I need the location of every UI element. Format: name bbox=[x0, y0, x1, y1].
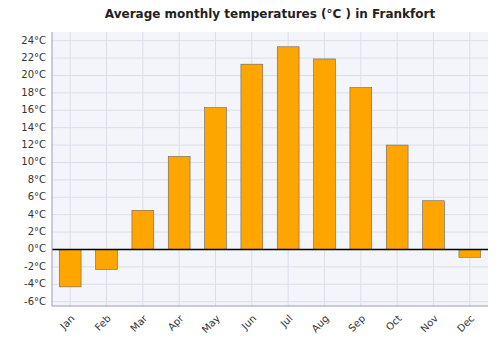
grid-line-x bbox=[469, 32, 470, 306]
bar bbox=[132, 210, 154, 249]
y-tick-label: 18°C bbox=[21, 87, 46, 98]
grid-line-y bbox=[52, 110, 488, 111]
x-tick-label: Apr bbox=[166, 312, 187, 333]
x-tick-label: Mar bbox=[128, 312, 150, 334]
grid-line-y bbox=[52, 127, 488, 128]
x-tick-label: Feb bbox=[93, 313, 113, 333]
y-tick-label: 6°C bbox=[28, 191, 46, 202]
chart-svg: -6°C -4°C -2°C 0°C 2°C 4°C 6°C 8°C 10°C 12°C 14°C 1… bbox=[0, 0, 500, 350]
grid-line-y bbox=[52, 249, 488, 250]
bar bbox=[205, 108, 227, 250]
x-tick-label: May bbox=[200, 313, 222, 335]
grid-line-y bbox=[52, 75, 488, 76]
y-tick-label: 22°C bbox=[21, 52, 46, 63]
bar bbox=[168, 156, 190, 249]
grid-line-y bbox=[52, 197, 488, 198]
y-tick-label: 24°C bbox=[21, 35, 46, 46]
y-tick-label: 0°C bbox=[28, 243, 46, 254]
bar bbox=[241, 64, 263, 249]
x-tick-label: Jan bbox=[57, 313, 76, 332]
zero-line bbox=[52, 249, 488, 251]
grid-line-y bbox=[52, 92, 488, 93]
x-tick-label: Jun bbox=[239, 313, 259, 333]
x-axis-line bbox=[52, 306, 488, 307]
y-tick-label: 10°C bbox=[21, 156, 46, 167]
y-tick-label: -2°C bbox=[24, 261, 46, 272]
chart-container: -6°C -4°C -2°C 0°C 2°C 4°C 6°C 8°C 10°C 12°C 14°C 1… bbox=[0, 0, 500, 350]
y-tick-label: 8°C bbox=[28, 174, 46, 185]
plot-background bbox=[52, 32, 488, 306]
grid-line-x bbox=[142, 32, 143, 306]
y-axis-line bbox=[52, 32, 53, 306]
grid-line-y bbox=[52, 179, 488, 180]
axis-ticks: -6°C -4°C -2°C 0°C 2°C 4°C 6°C 8°C 10°C 12°C 14°C 1… bbox=[21, 35, 476, 335]
y-tick-label: 4°C bbox=[28, 209, 46, 220]
grid-line-y bbox=[52, 40, 488, 41]
bar bbox=[350, 88, 372, 250]
grid-line-y bbox=[52, 301, 488, 302]
grid-line-x bbox=[433, 32, 434, 306]
grid-line-y bbox=[52, 145, 488, 146]
bars bbox=[59, 47, 480, 287]
x-tick-label: Jul bbox=[278, 313, 295, 330]
x-tick-label: Dec bbox=[455, 313, 476, 334]
bar bbox=[59, 249, 81, 286]
y-tick-label: 14°C bbox=[21, 122, 46, 133]
y-tick-label: 2°C bbox=[28, 226, 46, 237]
y-tick-label: 20°C bbox=[21, 69, 46, 80]
bar bbox=[423, 201, 445, 250]
bar bbox=[459, 249, 481, 257]
y-tick-label: -6°C bbox=[24, 296, 46, 307]
x-tick-label: Nov bbox=[418, 313, 440, 335]
grid-line-y bbox=[52, 162, 488, 163]
y-tick-label: 16°C bbox=[21, 104, 46, 115]
y-tick-label: -4°C bbox=[24, 278, 46, 289]
x-tick-label: Aug bbox=[309, 313, 331, 335]
grid-line-y bbox=[52, 58, 488, 59]
grid bbox=[52, 32, 488, 306]
x-tick-label: Sep bbox=[346, 313, 367, 334]
x-tick-label: Oct bbox=[384, 313, 404, 333]
y-tick-label: 12°C bbox=[21, 139, 46, 150]
bar bbox=[386, 145, 408, 249]
chart-title: Average monthly temperatures (°C ) in Fr… bbox=[105, 7, 436, 21]
bar bbox=[96, 249, 118, 269]
grid-line-y bbox=[52, 284, 488, 285]
bar bbox=[314, 59, 336, 249]
bar bbox=[277, 47, 299, 250]
